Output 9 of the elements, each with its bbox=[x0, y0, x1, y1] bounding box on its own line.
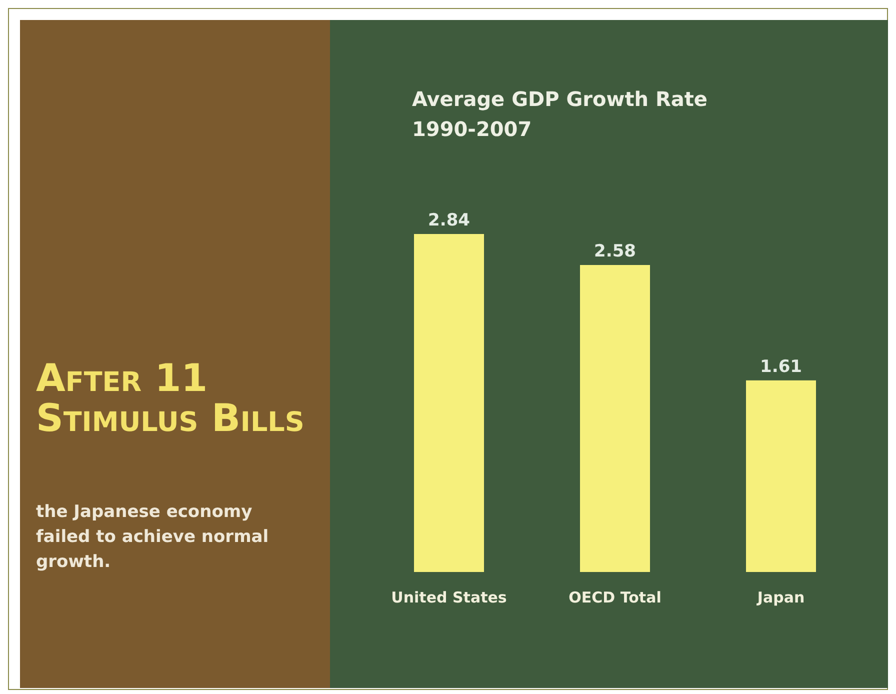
data-label: 1.61 bbox=[760, 356, 802, 377]
data-label: 2.84 bbox=[428, 210, 470, 231]
text: After 11 Stimulus Bills bbox=[36, 356, 306, 440]
x-tick-label: United States bbox=[391, 588, 507, 606]
x-tick-label: OECD Total bbox=[568, 588, 662, 606]
chart-title: Average GDP Growth Rate 1990-2007 bbox=[412, 86, 708, 143]
x-tick-label: Japan bbox=[756, 588, 805, 606]
text: the Japanese economy failed to achieve normal growth. bbox=[36, 501, 270, 574]
data-label: 2.58 bbox=[594, 241, 636, 262]
